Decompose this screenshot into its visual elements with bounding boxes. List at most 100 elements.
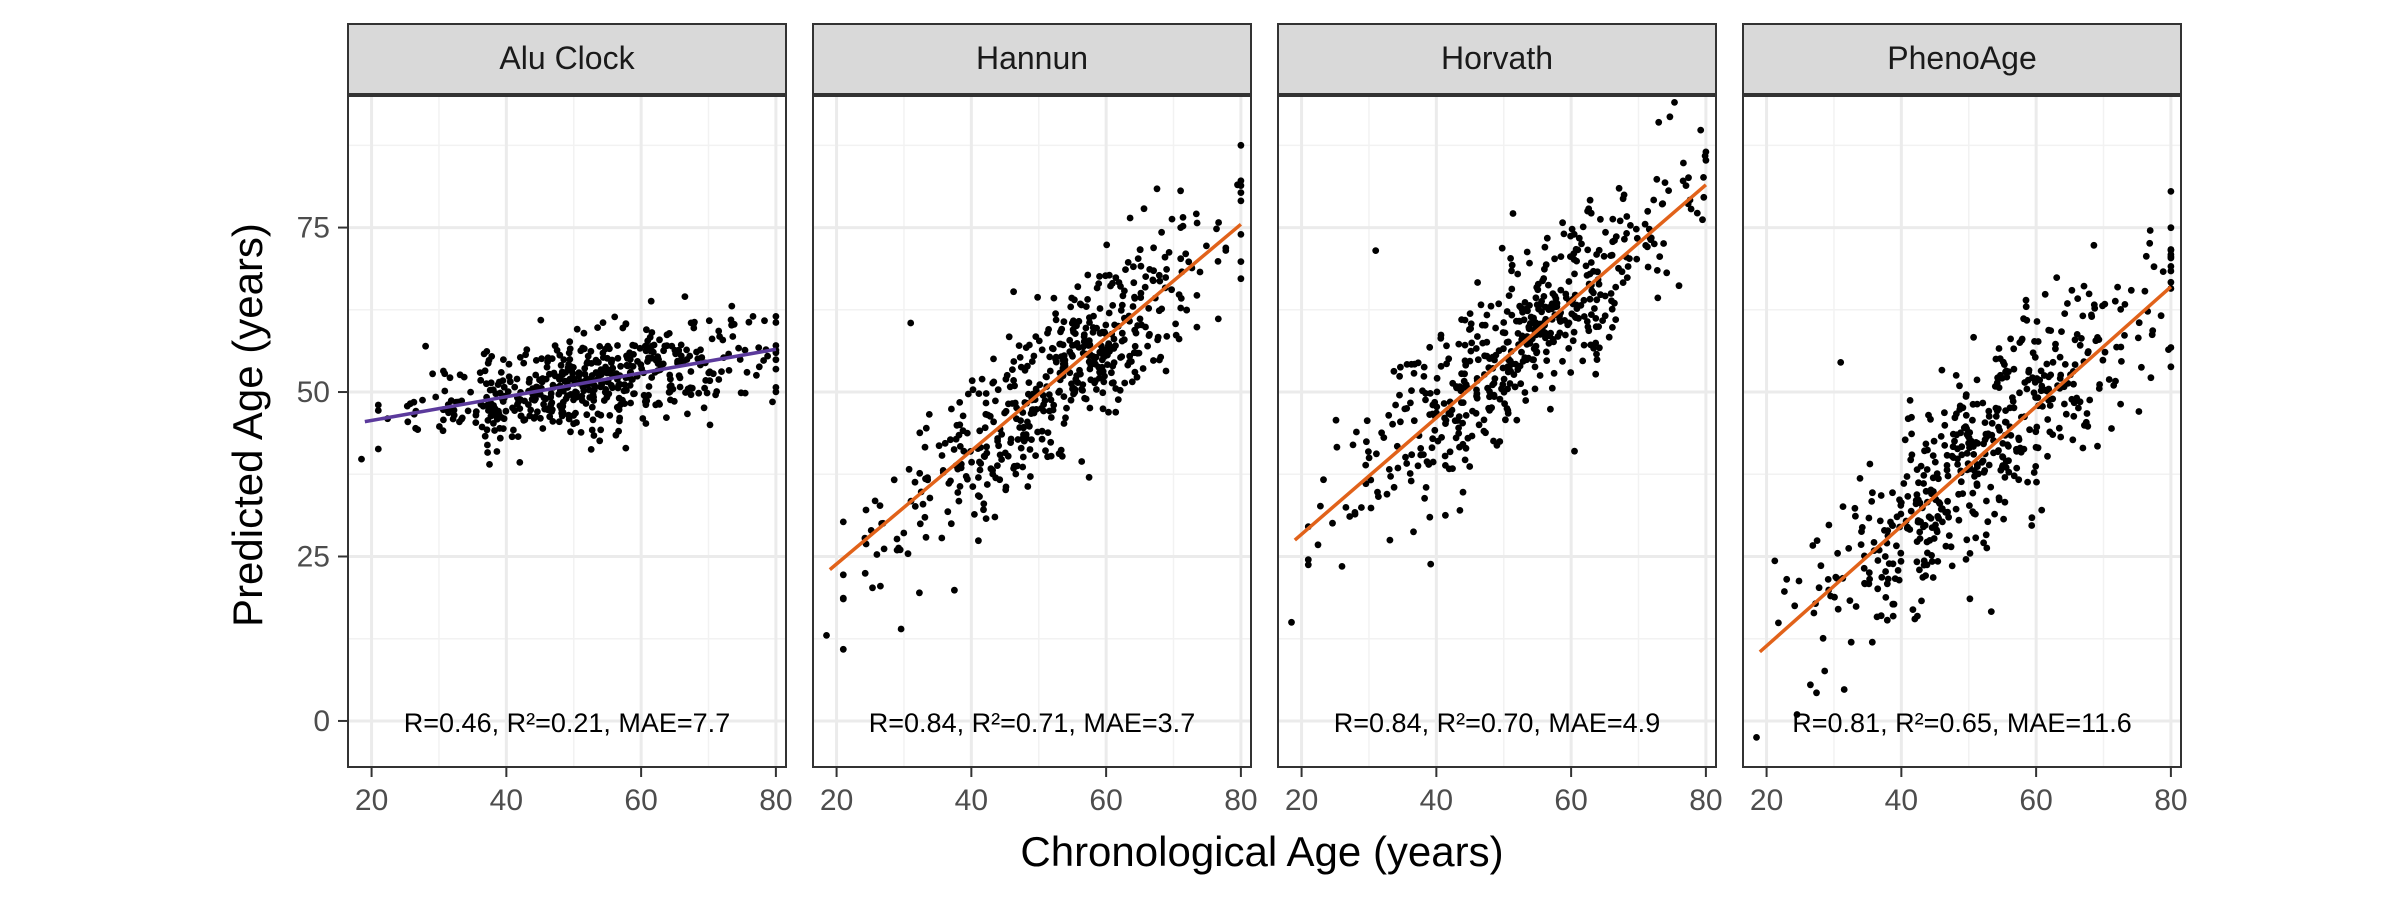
x-tick-label: 40	[955, 784, 988, 817]
data-point	[2064, 300, 2071, 307]
data-point	[445, 409, 452, 417]
data-point	[1559, 357, 1566, 365]
data-point	[599, 349, 607, 357]
data-point	[1644, 243, 1651, 251]
data-point	[1168, 286, 1175, 294]
data-point	[1592, 315, 1600, 322]
data-point	[1110, 379, 1117, 386]
data-point	[1974, 463, 1981, 470]
data-point	[1877, 612, 1885, 620]
data-point	[1579, 357, 1587, 365]
data-point	[1110, 345, 1118, 352]
data-point	[1385, 466, 1393, 473]
data-point	[1562, 331, 1569, 339]
x-tick-label: 60	[1554, 784, 1587, 817]
data-point	[1834, 605, 1842, 613]
data-point	[1647, 234, 1655, 242]
data-point	[2167, 188, 2175, 195]
data-point	[1153, 185, 1161, 193]
data-point	[954, 489, 962, 496]
y-axis-title: Predicted Age (years)	[224, 223, 271, 627]
data-point	[1192, 210, 1200, 218]
data-point	[741, 389, 749, 397]
data-point	[1511, 383, 1519, 391]
data-point	[1933, 528, 1941, 536]
data-point	[1941, 421, 1949, 429]
data-point	[432, 393, 440, 401]
data-point	[956, 421, 964, 429]
data-point	[1955, 516, 1963, 524]
data-point	[2068, 286, 2076, 294]
data-point	[728, 302, 736, 310]
data-point	[1396, 391, 1403, 399]
data-point	[839, 594, 847, 602]
data-point	[647, 297, 655, 305]
x-tick-label: 20	[1750, 784, 1783, 817]
data-point	[1699, 216, 1706, 224]
data-point	[755, 363, 763, 371]
data-point	[1480, 416, 1488, 424]
data-point	[1479, 339, 1487, 347]
data-point	[2061, 361, 2069, 368]
data-point	[1559, 219, 1566, 227]
data-point	[1925, 513, 1933, 521]
data-point	[588, 426, 596, 434]
data-point	[990, 418, 997, 426]
data-point	[1995, 345, 2003, 352]
data-point	[1593, 356, 1601, 363]
data-point	[1501, 400, 1508, 408]
data-point	[1973, 400, 1981, 408]
data-point	[1594, 268, 1601, 276]
data-point	[2041, 290, 2049, 298]
data-point	[2070, 412, 2078, 420]
data-point	[1429, 435, 1437, 443]
data-point	[1203, 242, 1210, 250]
data-point	[1403, 405, 1411, 412]
data-point	[591, 384, 599, 392]
data-point	[675, 347, 682, 355]
data-point	[2034, 444, 2042, 452]
data-point	[1944, 497, 1951, 505]
data-point	[571, 375, 578, 383]
data-point	[729, 333, 737, 340]
data-point	[904, 550, 912, 558]
data-point	[1433, 403, 1441, 411]
data-point	[1869, 489, 1876, 497]
data-point	[520, 359, 528, 367]
data-point	[2000, 515, 2007, 523]
data-point	[1496, 438, 1504, 445]
data-point	[1852, 603, 1860, 610]
data-point	[1573, 257, 1580, 265]
data-point	[1422, 390, 1429, 397]
data-point	[1565, 345, 1573, 352]
data-point	[1182, 250, 1190, 258]
data-point	[1459, 419, 1466, 427]
data-point	[1022, 344, 1030, 351]
data-point	[1612, 233, 1620, 241]
data-point	[706, 421, 714, 429]
data-point	[976, 493, 983, 500]
data-point	[1513, 416, 1521, 424]
data-point	[1446, 448, 1454, 456]
data-point	[2028, 514, 2036, 522]
data-point	[1133, 373, 1141, 381]
data-point	[522, 351, 529, 359]
data-point	[1139, 365, 1147, 372]
data-point	[1156, 356, 1163, 364]
data-point	[1156, 277, 1164, 285]
data-point	[1928, 524, 1936, 531]
data-point	[1990, 449, 1997, 457]
data-point	[761, 317, 768, 325]
data-point	[1449, 465, 1456, 472]
data-point	[2030, 469, 2038, 476]
data-point	[1410, 417, 1418, 425]
data-point	[1966, 550, 1974, 557]
data-point	[1868, 498, 1876, 505]
data-point	[1006, 383, 1014, 391]
data-point	[1988, 419, 1996, 427]
stats-annotation: R=0.46, R²=0.21, MAE=7.7	[404, 708, 730, 738]
data-point	[1052, 316, 1060, 324]
data-point	[1921, 521, 1929, 529]
data-point	[597, 426, 605, 434]
data-point	[1993, 407, 2001, 415]
